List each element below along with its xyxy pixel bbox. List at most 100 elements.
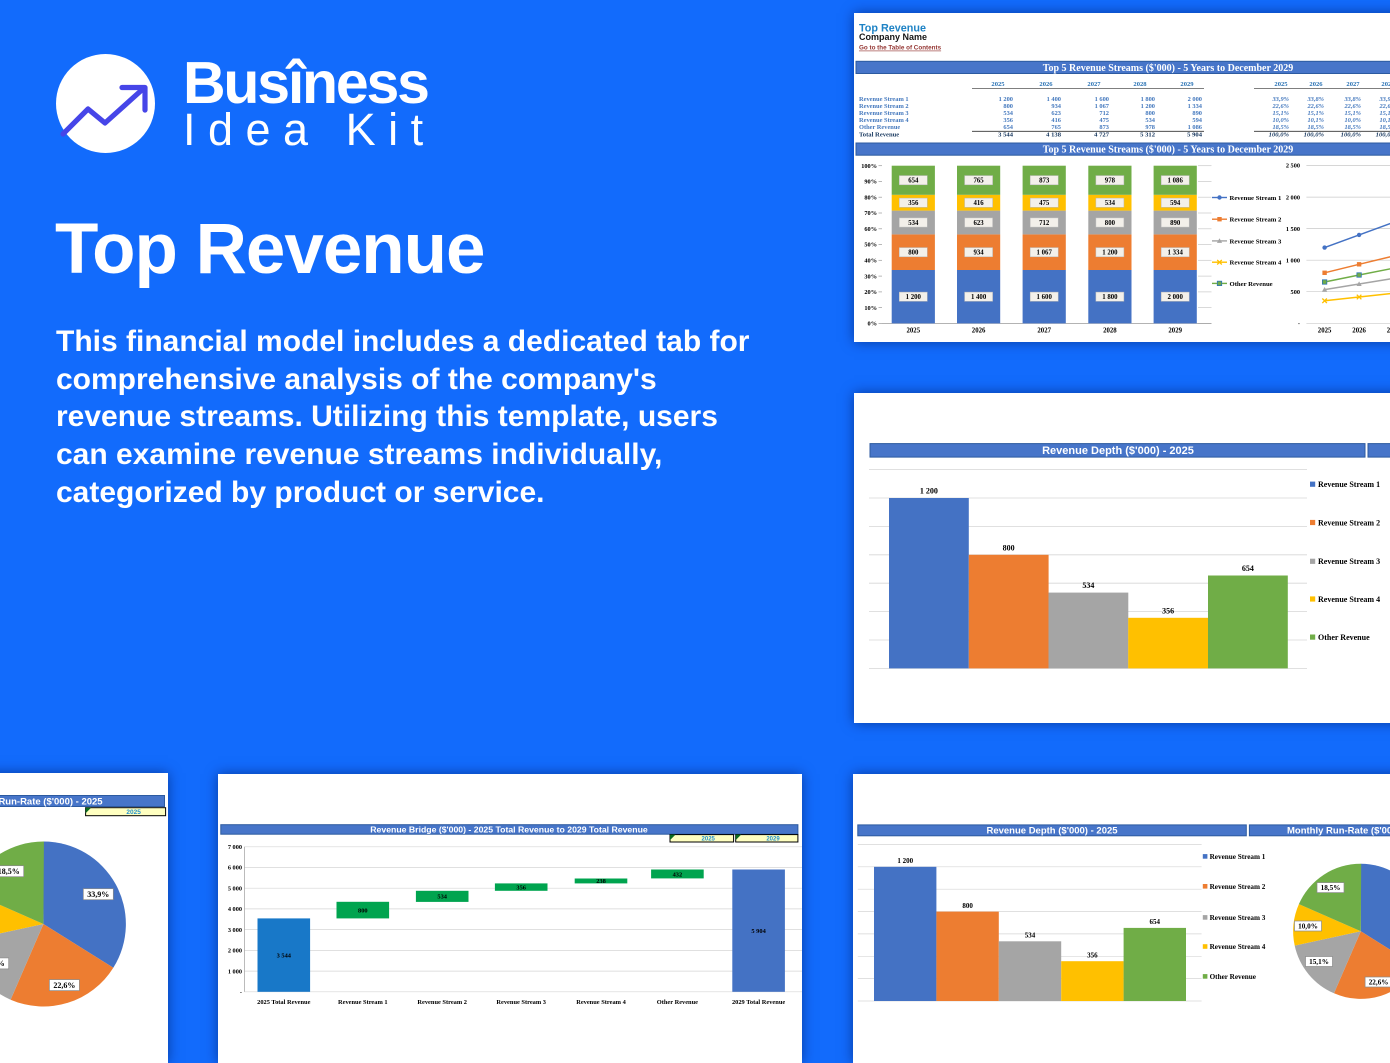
- svg-text:890: 890: [1192, 110, 1202, 117]
- svg-text:3 544: 3 544: [998, 131, 1014, 138]
- svg-text:2025: 2025: [1274, 81, 1288, 88]
- svg-text:Revenue Bridge ($'000) - 2025: Revenue Bridge ($'000) - 2025 Total Reve…: [370, 825, 648, 835]
- svg-text:10,0%: 10,0%: [1272, 117, 1289, 124]
- svg-text:2029: 2029: [1168, 327, 1182, 334]
- svg-text:22,6%: 22,6%: [53, 981, 75, 990]
- svg-text:2026: 2026: [1309, 81, 1323, 88]
- svg-text:432: 432: [673, 871, 683, 878]
- svg-text:800: 800: [1145, 110, 1155, 117]
- svg-text:3 544: 3 544: [277, 952, 292, 959]
- svg-text:Top 5 Revenue Streams ($'000): Top 5 Revenue Streams ($'000) - 5 Years …: [1043, 63, 1294, 74]
- svg-text:1 600: 1 600: [1095, 96, 1109, 103]
- svg-text:800: 800: [358, 907, 368, 914]
- svg-text:2 500: 2 500: [1286, 163, 1300, 170]
- svg-text:416: 416: [1051, 117, 1061, 124]
- svg-text:2026: 2026: [1352, 327, 1366, 334]
- svg-text:Revenue Depth ($'000) - 2025: Revenue Depth ($'000) - 2025: [986, 826, 1118, 837]
- svg-text:100,0%: 100,0%: [1304, 131, 1325, 138]
- svg-text:Top Revenue: Top Revenue: [859, 23, 926, 35]
- svg-text:Revenue Stream 3: Revenue Stream 3: [1230, 238, 1283, 245]
- svg-text:33,9%: 33,9%: [87, 890, 109, 899]
- svg-text:534: 534: [1145, 117, 1155, 124]
- svg-text:60%: 60%: [864, 226, 877, 233]
- svg-text:50%: 50%: [864, 242, 877, 249]
- svg-text:1 200: 1 200: [897, 857, 913, 865]
- svg-text:2027: 2027: [1037, 327, 1051, 334]
- svg-text:2027: 2027: [1387, 327, 1390, 334]
- svg-text:873: 873: [1039, 178, 1050, 185]
- svg-text:890: 890: [1170, 220, 1181, 227]
- svg-text:100,0%: 100,0%: [1376, 131, 1390, 138]
- svg-text:712: 712: [1099, 110, 1109, 117]
- svg-text:238: 238: [596, 878, 606, 885]
- svg-text:594: 594: [1170, 200, 1181, 207]
- svg-text:Top 5 Revenue Streams ($'000): Top 5 Revenue Streams ($'000) - 5 Years …: [1043, 145, 1294, 156]
- svg-text:2025 Total Revenue: 2025 Total Revenue: [257, 999, 310, 1006]
- svg-text:934: 934: [1051, 103, 1061, 110]
- svg-text:2029 Total Revenue: 2029 Total Revenue: [732, 999, 785, 1006]
- svg-text:1 400: 1 400: [1047, 96, 1061, 103]
- svg-text:Revenue Stream 2: Revenue Stream 2: [1230, 217, 1283, 224]
- svg-text:5 904: 5 904: [751, 928, 766, 935]
- svg-text:33,8%: 33,8%: [1343, 96, 1361, 103]
- svg-text:18,5%: 18,5%: [1379, 124, 1390, 131]
- svg-text:1 600: 1 600: [1037, 294, 1053, 301]
- svg-text:2 000: 2 000: [1188, 96, 1202, 103]
- svg-text:712: 712: [1039, 220, 1050, 227]
- svg-text:934: 934: [973, 250, 984, 257]
- svg-text:2028: 2028: [1103, 327, 1117, 334]
- svg-text:2026: 2026: [1039, 81, 1053, 88]
- svg-text:Revenue Stream 1: Revenue Stream 1: [1318, 480, 1380, 489]
- svg-text:1 200: 1 200: [999, 96, 1013, 103]
- svg-text:416: 416: [973, 200, 984, 207]
- svg-text:10,1%: 10,1%: [1379, 117, 1390, 124]
- svg-text:1 500: 1 500: [1286, 226, 1300, 233]
- svg-text:18,5%: 18,5%: [0, 867, 20, 876]
- svg-text:534: 534: [908, 220, 919, 227]
- svg-text:Revenue Stream 2: Revenue Stream 2: [1318, 518, 1380, 527]
- svg-text:5 312: 5 312: [1140, 131, 1156, 138]
- svg-text:4 138: 4 138: [1046, 131, 1062, 138]
- svg-text:22,6%: 22,6%: [1343, 103, 1361, 110]
- svg-text:-: -: [1298, 321, 1300, 328]
- svg-text:1 334: 1 334: [1168, 250, 1184, 257]
- svg-text:Revenue Stream 3: Revenue Stream 3: [1210, 914, 1266, 922]
- svg-text:10,1%: 10,1%: [1307, 117, 1324, 124]
- svg-text:1 000: 1 000: [228, 968, 242, 975]
- svg-text:1 200: 1 200: [920, 487, 938, 496]
- svg-text:Company Name: Company Name: [859, 32, 927, 42]
- svg-text:70%: 70%: [864, 210, 877, 217]
- svg-text:800: 800: [908, 250, 919, 257]
- svg-text:Monthly Run-Rate ($'000) - 202: Monthly Run-Rate ($'000) - 2025: [1287, 826, 1390, 837]
- svg-text:4 000: 4 000: [228, 906, 242, 913]
- svg-text:Revenue Stream 2: Revenue Stream 2: [1210, 883, 1266, 891]
- svg-text:Go to the Table of Contents: Go to the Table of Contents: [859, 45, 942, 52]
- svg-text:500: 500: [1291, 289, 1300, 296]
- svg-text:800: 800: [1105, 220, 1116, 227]
- svg-text:15,1%: 15,1%: [1344, 110, 1361, 117]
- svg-text:594: 594: [1192, 117, 1202, 124]
- svg-text:2025: 2025: [907, 327, 921, 334]
- svg-text:1 800: 1 800: [1141, 96, 1155, 103]
- svg-text:534: 534: [1105, 200, 1116, 207]
- svg-text:15,1%: 15,1%: [1309, 958, 1329, 966]
- svg-text:2025: 2025: [126, 809, 141, 816]
- svg-text:22,6%: 22,6%: [1306, 103, 1324, 110]
- svg-text:30%: 30%: [864, 273, 877, 280]
- svg-text:534: 534: [437, 894, 447, 901]
- svg-text:80%: 80%: [864, 194, 877, 201]
- svg-text:356: 356: [1003, 117, 1013, 124]
- svg-text:1 000: 1 000: [1286, 257, 1300, 264]
- svg-text:3 000: 3 000: [228, 927, 242, 934]
- svg-text:654: 654: [908, 178, 919, 185]
- svg-text:15,1%: 15,1%: [1272, 110, 1289, 117]
- svg-text:356: 356: [516, 884, 526, 891]
- svg-text:1 800: 1 800: [1102, 294, 1118, 301]
- svg-text:100,0%: 100,0%: [1269, 131, 1290, 138]
- svg-text:5 000: 5 000: [228, 885, 242, 892]
- svg-text:10,0%: 10,0%: [1298, 922, 1318, 930]
- svg-text:1 200: 1 200: [906, 294, 922, 301]
- svg-text:Other Revenue: Other Revenue: [859, 124, 900, 131]
- svg-text:Revenue Stream 4: Revenue Stream 4: [1230, 260, 1283, 267]
- svg-text:356: 356: [1087, 951, 1098, 959]
